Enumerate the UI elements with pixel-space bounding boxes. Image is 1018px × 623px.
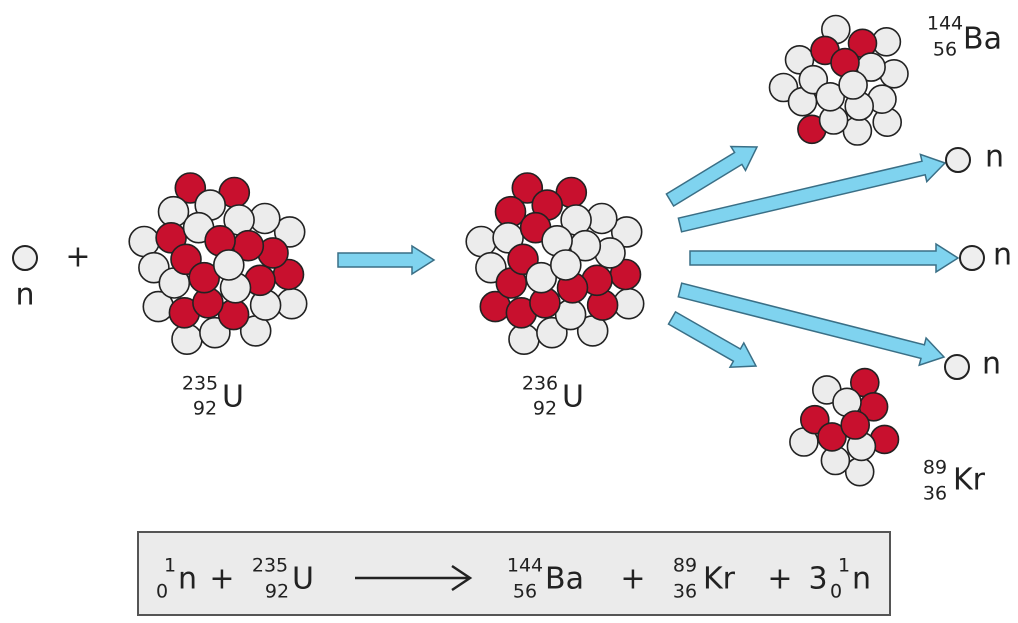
neutron: [838, 70, 868, 100]
neutron: [840, 410, 871, 440]
proton: [273, 216, 306, 248]
mass-number: 1: [164, 555, 176, 577]
proton: [492, 222, 524, 254]
element-symbol: U: [292, 562, 314, 597]
arrow: [677, 153, 947, 233]
nuclei: [128, 14, 909, 487]
nucleus: [128, 172, 308, 356]
mass-number: 1: [838, 555, 850, 577]
neutron: [171, 323, 203, 356]
nucleus: [465, 172, 645, 356]
element-symbol: n: [852, 562, 871, 597]
mass-number: 235: [252, 555, 288, 577]
neutron: [610, 216, 643, 248]
proton: [213, 249, 245, 281]
element-symbol: U: [562, 380, 584, 415]
coefficient: 3: [808, 562, 827, 597]
element-symbol: Kr: [703, 562, 736, 597]
proton: [155, 222, 187, 254]
arrow: [677, 282, 946, 367]
nucleus: [789, 367, 900, 487]
element-symbol: Ba: [963, 22, 1002, 57]
arrows: [337, 145, 960, 369]
neutron-label: n: [982, 347, 1001, 382]
atomic-number: 92: [265, 581, 289, 603]
plus: +: [767, 562, 792, 597]
nucleus: [768, 14, 909, 146]
neutron: [944, 354, 970, 380]
mass-number: 235: [182, 373, 218, 395]
neutron: [12, 245, 38, 271]
element-symbol: Ba: [545, 562, 584, 597]
reaction-arrow-head: [451, 564, 473, 592]
neutron: [959, 245, 985, 271]
element-symbol: n: [178, 562, 197, 597]
equation-box: [137, 531, 891, 616]
plus: +: [65, 240, 90, 275]
proton: [549, 249, 582, 281]
neutron-label: n: [993, 238, 1012, 273]
mass-number: 89: [923, 457, 947, 479]
element-symbol: Kr: [953, 463, 986, 498]
mass-number: 236: [522, 373, 558, 395]
plus: +: [620, 562, 645, 597]
neutron: [817, 422, 847, 452]
atomic-number: 56: [513, 581, 537, 603]
atomic-number: 92: [533, 398, 557, 420]
plus: +: [209, 562, 234, 597]
mass-number: 89: [673, 555, 697, 577]
atomic-number: 0: [830, 581, 842, 603]
atomic-number: 56: [933, 39, 957, 61]
equation: 1 0 n + 235 92 U 144 56 Ba + 89 36 Kr + …: [156, 555, 871, 603]
neutron-label: n: [985, 140, 1004, 175]
mass-number: 144: [507, 555, 543, 577]
arrow: [337, 244, 436, 276]
atomic-number: 36: [923, 483, 947, 505]
proton: [525, 261, 558, 294]
mass-number: 144: [927, 13, 963, 35]
arrow: [665, 145, 759, 208]
atomic-number: 36: [673, 581, 697, 603]
atomic-number: 0: [156, 581, 168, 603]
atomic-number: 92: [193, 398, 217, 420]
neutron: [188, 261, 220, 294]
arrow: [689, 242, 960, 274]
neutron: [945, 147, 971, 173]
neutron: [508, 323, 540, 356]
neutron-label: n: [15, 278, 34, 313]
arrow: [667, 310, 758, 369]
element-symbol: U: [222, 380, 244, 415]
